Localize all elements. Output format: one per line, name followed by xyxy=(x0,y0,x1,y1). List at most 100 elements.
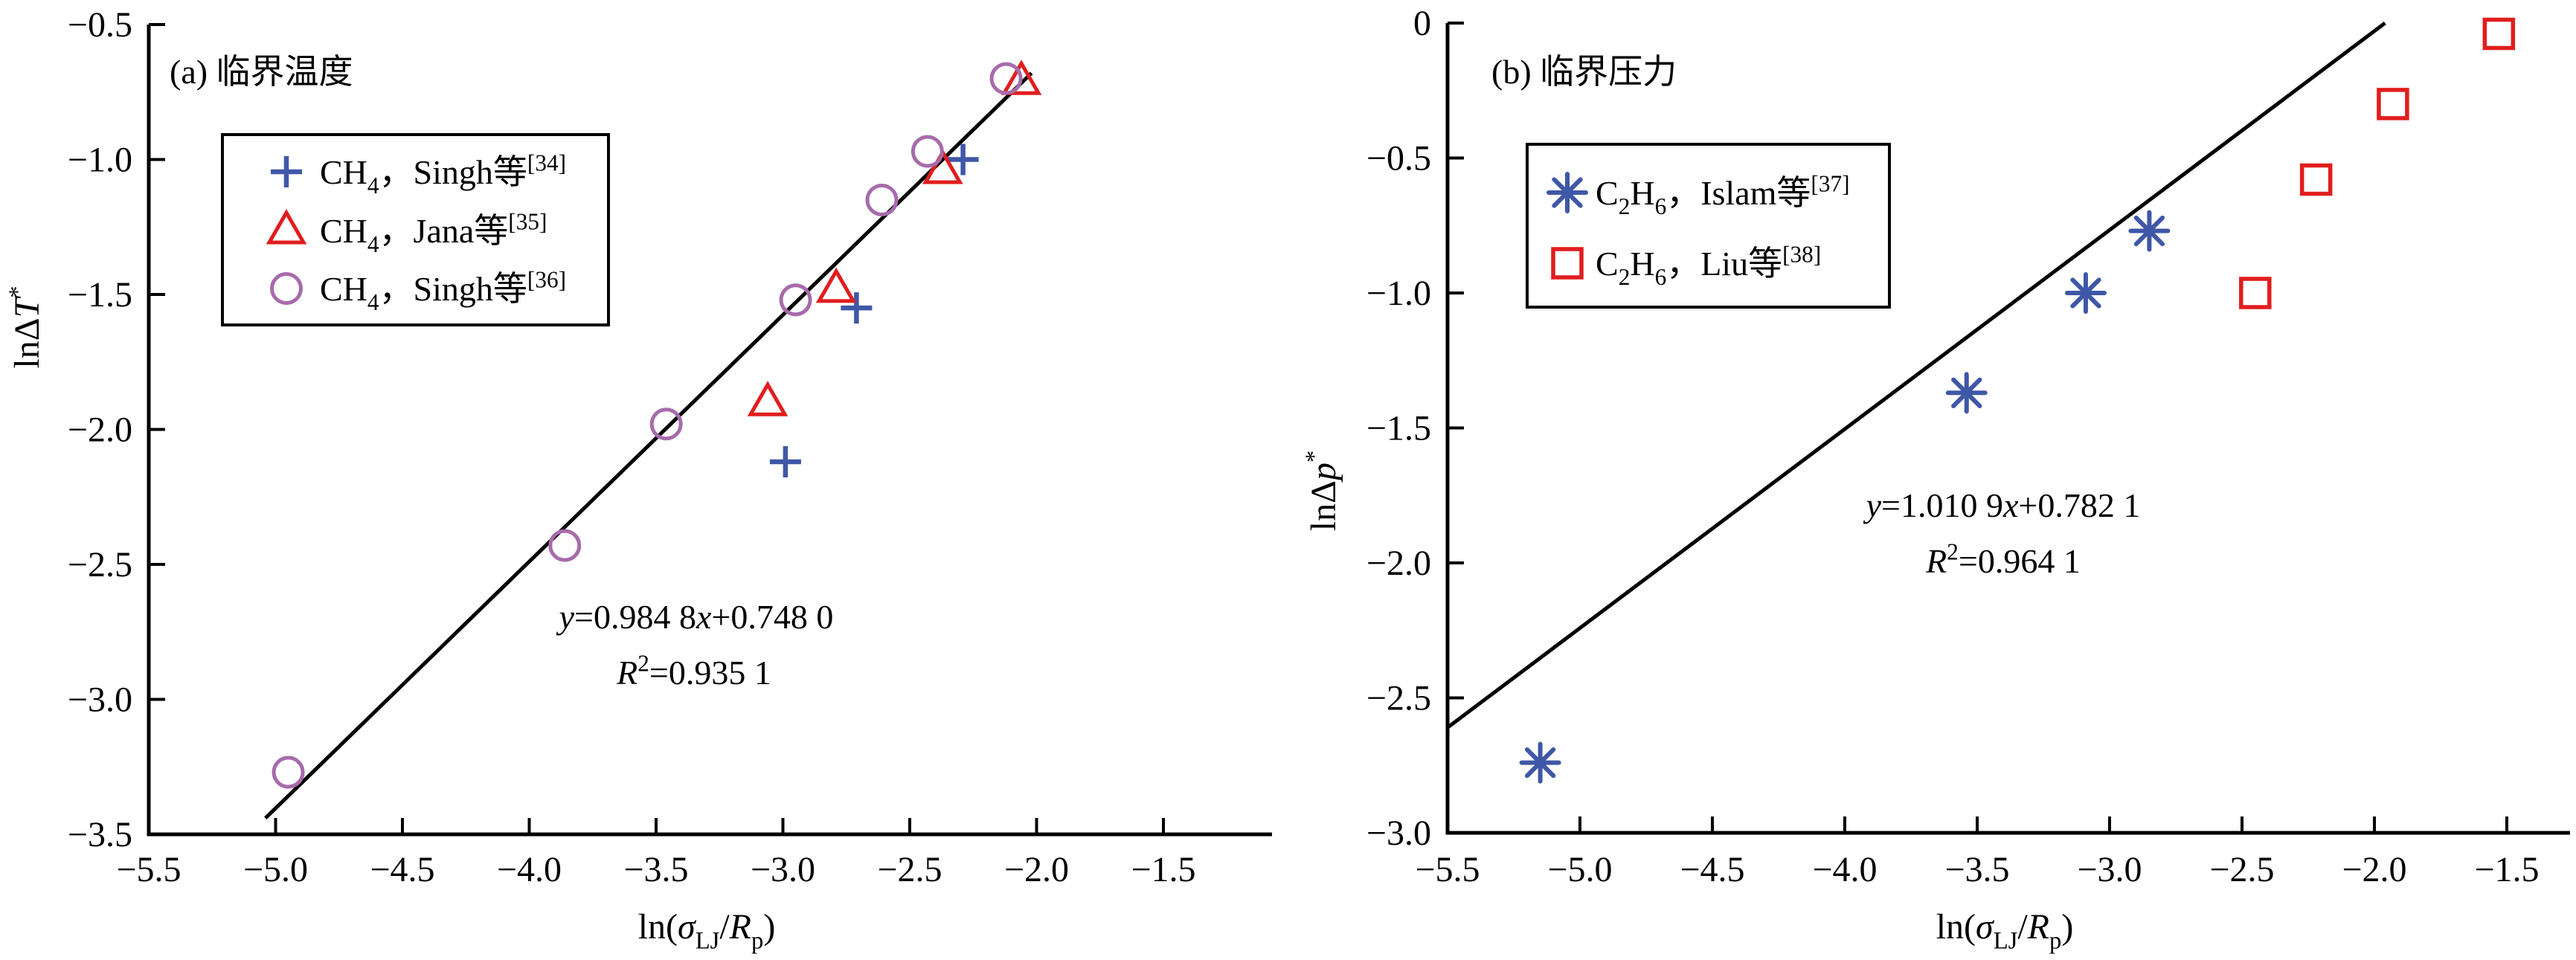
text-run: CH xyxy=(320,270,367,308)
asterisk-glyph xyxy=(1519,741,1561,784)
text-run: 6 xyxy=(1655,193,1667,219)
text-run: [35] xyxy=(508,209,547,235)
text-run: [38] xyxy=(1782,242,1821,268)
text-run: p xyxy=(751,927,763,954)
legend: C2H6，Islam等[37]C2H6，Liu等[38] xyxy=(1526,143,1891,309)
text-run: * xyxy=(1301,451,1328,463)
data-point-triangle xyxy=(1000,59,1042,95)
text-run: −2.0 xyxy=(68,410,132,450)
text-run: x xyxy=(2002,486,2019,524)
text-run: ，Singh等 xyxy=(379,153,527,191)
text-run: −3.5 xyxy=(68,815,132,854)
text-run: −5.0 xyxy=(1547,850,1612,889)
text-run: −2.5 xyxy=(877,850,942,889)
text-run: (a) 临界温度 xyxy=(170,53,353,91)
text-run: LJ xyxy=(696,927,720,954)
text-run: p xyxy=(1304,463,1343,483)
triangle-glyph xyxy=(815,267,857,303)
text-run: [36] xyxy=(527,267,566,293)
text-run: −0.5 xyxy=(1366,139,1431,178)
text-run: −2.5 xyxy=(1366,679,1431,718)
asterisk-glyph xyxy=(2064,272,2107,314)
text-run: −2.0 xyxy=(1004,850,1069,889)
asterisk-glyph xyxy=(1546,172,1588,213)
y-tick-label: −2.0 xyxy=(68,410,132,450)
text-run: * xyxy=(4,286,31,297)
text-run: −2.0 xyxy=(2342,850,2406,889)
legend-marker-plus xyxy=(271,156,302,187)
data-point-asterisk8 xyxy=(1945,372,1988,414)
text-run: 4 xyxy=(367,231,379,257)
x-tick-label: −4.5 xyxy=(1680,850,1744,889)
text-run: −4.0 xyxy=(497,850,562,889)
text-run: −3.5 xyxy=(623,850,688,889)
x-axis-label: ln(σLJ/Rp) xyxy=(638,907,776,954)
text-run: −1.5 xyxy=(68,275,132,315)
plus-glyph xyxy=(271,156,302,187)
text-run: CH xyxy=(320,212,367,250)
square-glyph xyxy=(1551,247,1584,280)
series-asterisk8 xyxy=(1519,210,2171,784)
text-run: −3.0 xyxy=(68,680,132,720)
plus-glyph xyxy=(947,144,979,175)
data-point-plus xyxy=(841,292,873,324)
y-tick-label: 0 xyxy=(1413,4,1431,43)
text-run: 6 xyxy=(1655,264,1667,290)
text-run: σ xyxy=(678,907,697,947)
fit-equation-line-1: y=1.010 9x+0.782 1 xyxy=(1863,486,2141,524)
panel-title: (a) 临界温度 xyxy=(170,53,353,91)
circle-glyph xyxy=(989,62,1023,95)
circle-glyph xyxy=(779,283,812,317)
asterisk-glyph xyxy=(1945,372,1988,414)
y-axis-label: lnΔT* xyxy=(4,286,47,368)
data-point-triangle xyxy=(815,267,857,303)
x-tick-label: −5.5 xyxy=(1415,850,1480,889)
text-run: CH xyxy=(320,153,367,191)
text-run: ，Jana等 xyxy=(379,212,509,250)
legend-marker-square xyxy=(1551,247,1584,280)
triangle-glyph xyxy=(922,149,963,184)
fit-line xyxy=(1446,22,2386,729)
text-run: / xyxy=(2017,907,2028,947)
x-tick-label: −4.0 xyxy=(497,850,562,889)
legend-label: C2H6，Liu等[38] xyxy=(1596,242,1821,290)
y-tick-label: −3.0 xyxy=(1366,814,1431,853)
legend-marker-triangle xyxy=(266,208,307,245)
text-run: −3.0 xyxy=(2077,850,2142,889)
y-tick-label: −2.0 xyxy=(1366,544,1431,583)
text-run: 2 xyxy=(1947,539,1959,565)
text-run: ) xyxy=(2061,907,2073,947)
panel-title: (b) 临界压力 xyxy=(1491,53,1677,91)
text-run: ，Singh等 xyxy=(379,270,527,308)
data-point-circle xyxy=(779,283,812,317)
text-run: H xyxy=(1630,245,1654,283)
text-run: R xyxy=(1925,542,1947,580)
y-tick-label: −2.5 xyxy=(68,545,132,584)
y-tick-label: −1.5 xyxy=(1366,409,1431,448)
fit-equation-line-2: R2=0.935 1 xyxy=(616,651,771,692)
x-tick-label: −3.5 xyxy=(623,850,688,889)
circle-glyph xyxy=(910,135,944,168)
text-run: ，Liu等 xyxy=(1666,245,1782,283)
data-point-square xyxy=(2482,17,2516,51)
text-run: =0.935 1 xyxy=(649,654,771,692)
text-run: p xyxy=(2049,927,2061,954)
text-run: Δ xyxy=(1304,480,1343,503)
text-run: ln xyxy=(1304,503,1343,531)
y-tick-label: −3.5 xyxy=(68,815,132,854)
x-tick-label: −2.0 xyxy=(2342,850,2406,889)
data-point-triangle xyxy=(747,381,788,416)
text-run: [37] xyxy=(1811,171,1849,197)
text-run: −1.5 xyxy=(2474,850,2539,889)
y-tick-label: −0.5 xyxy=(1366,139,1431,178)
text-run: −0.5 xyxy=(68,5,132,45)
plus-glyph xyxy=(841,292,873,324)
text-run: ln( xyxy=(638,907,678,947)
legend: CH4，Singh等[34]CH4，Jana等[35]CH4，Singh等[36… xyxy=(221,133,610,326)
text-run: −1.5 xyxy=(1131,850,1195,889)
text-run: σ xyxy=(1976,907,1995,947)
legend-marker-asterisk8 xyxy=(1546,172,1588,213)
text-run: R xyxy=(729,907,751,947)
circle-glyph xyxy=(270,272,303,305)
legend-label: CH4，Jana等[35] xyxy=(320,209,547,257)
